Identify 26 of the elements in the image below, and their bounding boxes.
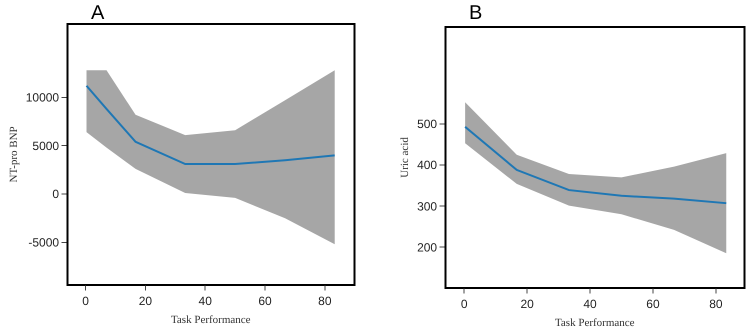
x-axis-title: Task Performance (554, 316, 635, 329)
line-series (464, 126, 728, 204)
x-tick-label: 40 (198, 294, 212, 308)
x-tick-label: 60 (258, 294, 272, 308)
x-tick-label: 0 (82, 294, 90, 308)
y-tick-label: 10000 (26, 90, 60, 105)
x-axis-title: Task Performance (170, 314, 251, 326)
y-tick-label: -5000 (28, 236, 60, 250)
y-tick-label: 300 (417, 199, 438, 214)
x-tick-label: 60 (646, 297, 660, 312)
x-tick-label: 20 (138, 294, 152, 308)
x-tick-label: 20 (520, 297, 534, 312)
y-axis-title: Uric acid (399, 136, 412, 178)
x-tick-label: 80 (709, 297, 723, 312)
x-tick-label: 80 (318, 294, 332, 308)
y-tick-label: 5000 (32, 138, 60, 153)
chart-title: B (469, 2, 482, 24)
y-tick-label: 400 (417, 158, 438, 172)
chart-title: A (91, 2, 105, 24)
y-tick-label: 500 (417, 117, 438, 132)
x-tick-label: 0 (460, 297, 468, 312)
y-axis-title: NT-pro BNP (8, 126, 20, 182)
y-tick-label: 0 (52, 187, 60, 202)
y-tick-label: 200 (417, 240, 438, 254)
x-tick-label: 40 (583, 297, 598, 312)
line-series (85, 84, 336, 166)
